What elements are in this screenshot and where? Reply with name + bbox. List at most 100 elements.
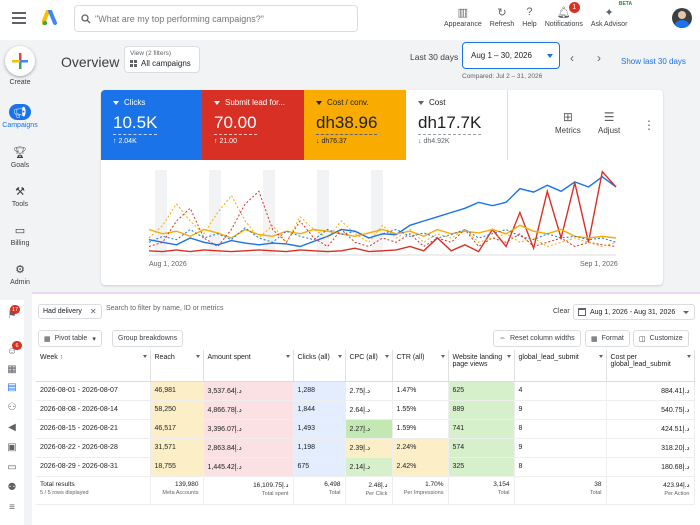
table-row[interactable]: 2026-08-01 - 2026-08-07 46,981 3,537.64د… xyxy=(36,381,695,401)
column-header-cpc[interactable]: CPC (all) xyxy=(345,350,393,382)
show-last-30-days-link[interactable]: Show last 30 days xyxy=(621,57,686,66)
nav-admin[interactable]: ⚙ Admin xyxy=(0,261,40,287)
cell-cpc: 2.27د.إ xyxy=(345,419,393,439)
menu-icon[interactable]: ≡ xyxy=(9,501,15,513)
date-range-selector[interactable]: Aug 1 – 30, 2026 xyxy=(462,42,560,69)
table-row[interactable]: 2026-08-22 - 2026-08-28 31,571 2,863.84د… xyxy=(36,438,695,458)
cell-ctr: 1.47% xyxy=(392,381,449,401)
chart-series-line-1 xyxy=(148,170,617,253)
had-delivery-filter-chip[interactable]: Had delivery ✕ xyxy=(38,304,102,319)
help-label: Help xyxy=(522,21,537,28)
column-header-clicks[interactable]: Clicks (all) xyxy=(293,350,346,382)
clear-button[interactable]: Clear xyxy=(553,308,570,315)
metric-clicks[interactable]: Clicks 10.5K ↑ 2.04K xyxy=(101,90,202,160)
people-icon[interactable]: ⚉ xyxy=(7,481,17,493)
caret-down-icon xyxy=(214,100,220,105)
column-header-landing-page-views[interactable]: Website landing page views xyxy=(448,350,515,382)
column-header-week[interactable]: Week ↑ xyxy=(36,350,151,382)
column-header-global-lead-submit[interactable]: global_lead_submit xyxy=(514,350,607,382)
metric-clicks-name: Clicks xyxy=(124,98,146,107)
total-global-lead-submit: 38 Total xyxy=(514,475,607,505)
create-button[interactable] xyxy=(5,46,35,76)
compared-range: Compared: Jul 2 – 31, 2026 xyxy=(462,73,543,80)
appearance-button[interactable]: ▥ Appearance xyxy=(444,2,482,29)
cell-amount-spent: 1,445.42د.إ xyxy=(203,457,294,477)
megaphone-icon[interactable]: ◀ xyxy=(8,421,16,433)
metrics-button[interactable]: ⊞ Metrics xyxy=(555,110,581,135)
create-label: Create xyxy=(9,79,31,86)
ask-advisor-button[interactable]: ✦ BETA Ask Advisor xyxy=(591,1,632,28)
nav-goals[interactable]: 🏆︎ Goals xyxy=(0,144,40,170)
cell-landing-page-views: 625 xyxy=(448,381,515,401)
format-button[interactable]: ▦ Format xyxy=(585,330,630,347)
nav-campaigns[interactable]: 📢︎ Campaigns xyxy=(0,104,40,129)
metric-submit-lead-name: Submit lead for... xyxy=(225,98,286,107)
cell-clicks: 1,493 xyxy=(293,419,346,439)
pivot-table-button[interactable]: ▦ Pivot table ▾ xyxy=(38,330,102,347)
report-date-range-value: Aug 1, 2026 - Aug 31, 2026 xyxy=(590,308,676,316)
gear-icon: ⚙ xyxy=(15,263,25,276)
column-header-reach[interactable]: Reach xyxy=(150,350,204,382)
refresh-button[interactable]: ↻ Refresh xyxy=(490,2,515,29)
top-bar: ▥ Appearance ↻ Refresh ? Help 🔔︎ 1 Notif… xyxy=(0,0,700,40)
search-bar[interactable] xyxy=(74,5,358,32)
table-row[interactable]: 2026-08-29 - 2026-08-31 18,755 1,445.42د… xyxy=(36,457,695,477)
table-total-row: Total results 5 / 5 rows displayed 139,98… xyxy=(36,475,695,505)
metric-cost-name: Cost xyxy=(429,98,446,107)
cell-cost-per-lead: 180.68د.إ xyxy=(606,457,695,477)
cell-clicks: 675 xyxy=(293,457,346,477)
bell-icon: 🔔︎ xyxy=(556,6,571,19)
nav-tools[interactable]: ⚒ Tools xyxy=(0,183,40,209)
filter-search-input[interactable]: Search to filter by name, ID or metrics xyxy=(106,305,224,312)
notifications-button[interactable]: 🔔︎ 1 Notifications xyxy=(545,2,583,28)
cell-ctr: 2.24% xyxy=(392,438,449,458)
reports-icon[interactable]: ▤ xyxy=(7,381,17,393)
table-row[interactable]: 2026-08-15 - 2026-08-21 46,517 3,396.07د… xyxy=(36,419,695,439)
report-date-range[interactable]: Aug 1, 2026 - Aug 31, 2026 xyxy=(573,304,695,320)
metric-cost[interactable]: Cost dh17.7K ↓ dh4.92K xyxy=(406,90,508,160)
google-ads-logo[interactable] xyxy=(42,10,60,26)
adjust-button[interactable]: ☰ Adjust xyxy=(598,110,620,135)
customize-button[interactable]: ◫ Customize xyxy=(633,330,689,347)
metric-clicks-delta: ↑ 2.04K xyxy=(113,138,137,145)
metrics-label: Metrics xyxy=(555,126,581,135)
column-header-ctr[interactable]: CTR (all) xyxy=(392,350,449,382)
avatar-icon[interactable]: ☺ xyxy=(6,345,18,357)
audience-icon[interactable]: ⚇ xyxy=(7,401,17,413)
cell-reach: 18,755 xyxy=(150,457,204,477)
alerts-icon[interactable]: ⚑ xyxy=(7,309,17,321)
caret-down-icon: ▾ xyxy=(92,335,96,343)
date-range-value: Aug 1 – 30, 2026 xyxy=(471,51,532,60)
view-value: All campaigns xyxy=(141,59,191,68)
metric-cost-per-conv[interactable]: Cost / conv. dh38.96 ↓ dh76.37 xyxy=(304,90,406,160)
search-input[interactable] xyxy=(95,13,345,24)
date-range-label: Last 30 days xyxy=(410,52,459,62)
cell-week: 2026-08-01 - 2026-08-07 xyxy=(36,381,151,401)
chevron-right-icon[interactable]: › xyxy=(597,51,601,65)
nav-billing[interactable]: ▭ Billing xyxy=(0,222,40,248)
group-breakdowns-button[interactable]: Group breakdowns xyxy=(112,330,184,347)
view-filter-selector[interactable]: View (2 filters) All campaigns xyxy=(124,46,200,73)
table-row[interactable]: 2026-08-08 - 2026-08-14 58,250 4,866.78د… xyxy=(36,400,695,420)
reset-column-widths-button[interactable]: ⇔ Reset column widths xyxy=(493,330,581,347)
calendar-icon[interactable]: ▣ xyxy=(7,441,17,453)
billing-icon[interactable]: ▭ xyxy=(7,461,17,473)
reset-icon: ⇔ xyxy=(499,335,506,342)
table-icon[interactable]: ▦ xyxy=(7,363,17,375)
column-header-cost-per-lead[interactable]: Cost per global_lead_submit xyxy=(606,350,695,382)
help-button[interactable]: ? Help xyxy=(522,2,536,28)
alerts-badge: 17 xyxy=(10,305,20,314)
metric-submit-lead[interactable]: Submit lead for... 70.00 ↑ 21.00 xyxy=(202,90,304,160)
chevron-left-icon[interactable]: ‹ xyxy=(570,51,574,65)
metric-cost-delta: ↓ dh4.92K xyxy=(418,138,450,145)
close-icon[interactable]: ✕ xyxy=(89,307,97,316)
column-header-amount-spent[interactable]: Amount spent xyxy=(203,350,294,382)
more-options-icon[interactable]: ⋮ xyxy=(643,118,655,132)
appearance-icon: ▥ xyxy=(457,6,469,19)
total-clicks: 6,498 Total xyxy=(293,475,346,505)
avatar[interactable] xyxy=(672,8,692,28)
sliders-icon: ☰ xyxy=(603,110,615,124)
cell-week: 2026-08-08 - 2026-08-14 xyxy=(36,400,151,420)
caret-down-icon xyxy=(316,100,322,105)
menu-icon[interactable] xyxy=(12,12,26,24)
